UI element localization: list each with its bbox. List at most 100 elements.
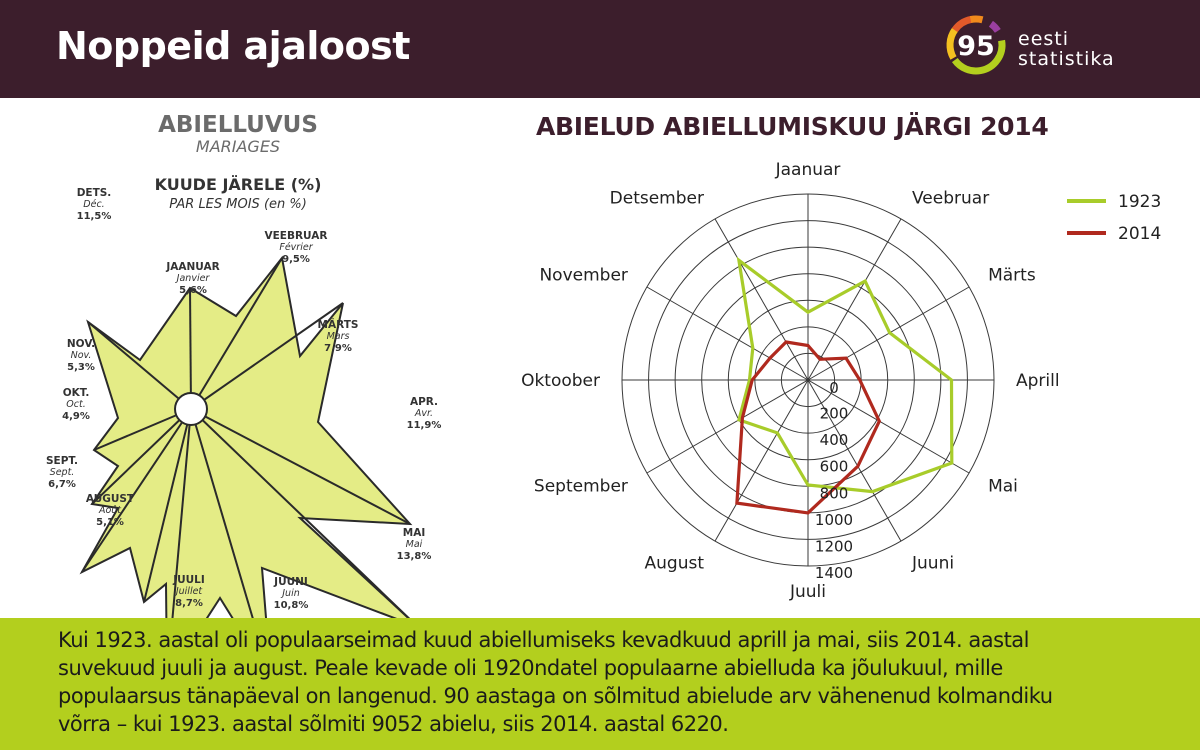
- historic-spokes: [81, 257, 411, 618]
- radial-tick-label: 200: [820, 405, 849, 423]
- series-point-1923-9: [748, 379, 751, 381]
- historic-label-fr: Avr.: [414, 408, 433, 419]
- series-point-1923-5: [871, 490, 874, 493]
- historic-spoke-10: [93, 408, 192, 451]
- footer-line-3: populaarsus tänapäeval on langenud. 90 a…: [58, 684, 1053, 708]
- radar-axis-line: [807, 379, 902, 542]
- historic-spoke-5: [190, 408, 254, 618]
- historic-label-value: 8,7%: [175, 598, 203, 609]
- series-point-1923-2: [888, 332, 891, 334]
- historic-label-name: APR.: [410, 396, 438, 408]
- radar-grid: [621, 193, 995, 567]
- historic-spoke-1: [190, 257, 283, 410]
- historic-label-value: 4,9%: [62, 411, 90, 422]
- historic-label-9: OKT.Oct.4,9%: [62, 387, 90, 422]
- historic-spoke-8: [81, 408, 192, 573]
- historic-label-8: SEPT.Sept.6,7%: [46, 455, 78, 490]
- radial-tick-label: 1000: [815, 511, 853, 529]
- logo-number: 95: [957, 31, 995, 62]
- historic-label-value: 7,9%: [324, 343, 352, 354]
- historic-label-value: 10,8%: [274, 600, 309, 611]
- radial-tick-label: 0: [829, 379, 839, 397]
- footer-line-1: Kui 1923. aastal oli populaarseimad kuud…: [58, 628, 1030, 652]
- historic-label-fr: Mai: [406, 539, 423, 550]
- series-point-2014-8: [741, 417, 744, 419]
- logo-text-eesti: eesti: [1018, 28, 1070, 50]
- radial-tick-label: 1200: [815, 537, 853, 555]
- series-point-2014-0: [807, 344, 809, 347]
- series-point-1923-4: [951, 462, 953, 464]
- historic-label-10: NOV.Nov.5,3%: [67, 338, 95, 373]
- historic-label-name: OKT.: [63, 387, 90, 399]
- historic-label-name: AUGUST: [86, 493, 135, 505]
- historic-label-fr: Mars: [327, 331, 350, 342]
- category-label-3: Aprill: [1016, 371, 1060, 391]
- historic-spoke-2: [190, 302, 344, 410]
- historic-label-fr: Juin: [280, 588, 299, 599]
- historic-spoke-9: [91, 408, 192, 505]
- legend-label-2014: 2014: [1118, 224, 1161, 244]
- series-point-2014-10: [769, 357, 771, 359]
- category-label-6: Juuli: [789, 582, 826, 602]
- series-point-1923-6: [807, 484, 809, 486]
- radar-axis-line: [646, 286, 809, 381]
- category-label-4: Mai: [988, 477, 1018, 497]
- radar-axis-line: [714, 379, 809, 542]
- series-point-2014-6: [807, 512, 809, 514]
- historic-title: ABIELLUVUS: [158, 112, 318, 138]
- historic-spoke-4: [190, 408, 411, 618]
- historic-label-value: 5,1%: [96, 517, 124, 528]
- historic-center-hole: [174, 392, 208, 426]
- historic-label-name: MÄRTS: [318, 317, 359, 331]
- historic-spoke-6: [171, 408, 192, 618]
- radar-axis-line: [646, 379, 809, 474]
- historic-label-name: NOV.: [67, 338, 95, 350]
- historic-spoke-3: [190, 408, 411, 525]
- series-point-2014-9: [751, 379, 753, 381]
- category-label-5: Juuni: [911, 554, 954, 574]
- historic-label-value: 9,5%: [282, 254, 310, 265]
- series-point-1923-11: [738, 259, 740, 262]
- series-point-1923-8: [738, 419, 740, 421]
- radial-tick-label: 1400: [815, 564, 853, 582]
- historic-label-value: 6,7%: [48, 479, 76, 490]
- historic-spoke-11: [87, 321, 192, 410]
- series-point-1923-7: [776, 432, 779, 434]
- radial-tick-label: 400: [820, 431, 849, 449]
- logo-ring-icon: 95: [946, 15, 1006, 75]
- category-label-1: Veebruar: [912, 188, 989, 208]
- radar-series: [735, 256, 954, 515]
- historic-star-chart: ABIELLUVUS MARIAGES KUUDE JÄRELE (%) PAR…: [46, 112, 442, 618]
- series-point-1923-1: [864, 280, 866, 282]
- header-bar: Noppeid ajaloost 95 eesti statistika: [0, 0, 1200, 98]
- historic-label-fr: Oct.: [66, 399, 85, 410]
- historic-label-fr: Juillet: [174, 586, 204, 597]
- historic-label-fr: Déc.: [83, 199, 104, 210]
- series-point-1923-0: [807, 311, 809, 313]
- category-label-10: November: [539, 266, 627, 286]
- category-label-8: September: [534, 477, 628, 497]
- historic-subtitle2: KUUDE JÄRELE (%): [155, 175, 322, 194]
- historic-label-value: 11,9%: [407, 420, 442, 431]
- radar-chart: 0 200 400 600 800 1000 1200 1400 Jaanuar Veebrua…: [521, 160, 1161, 602]
- series-point-2014-11: [785, 341, 787, 343]
- radar-axis-line: [714, 218, 809, 381]
- chart-title: ABIELUD ABIELLUMISKUU JÄRGI 2014: [536, 112, 1049, 141]
- logo-text-statistika: statistika: [1018, 48, 1115, 70]
- historic-label-fr: Janvier: [175, 273, 211, 284]
- series-point-1923-10: [752, 347, 754, 349]
- historic-label-11: DETS.Déc.11,5%: [77, 187, 112, 222]
- historic-label-name: VEEBRUAR: [265, 230, 328, 242]
- series-point-2014-2: [845, 357, 847, 359]
- historic-subtitle-fr: MARIAGES: [196, 137, 280, 156]
- historic-label-fr: Nov.: [71, 350, 92, 361]
- footer-text: Kui 1923. aastal oli populaarseimad kuud…: [58, 626, 1158, 738]
- historic-subtitle2-fr: PAR LES MOIS (en %): [169, 197, 307, 212]
- chart-legend: 1923 2014: [1067, 192, 1161, 244]
- radar-tick-labels: 0 200 400 600 800 1000 1200 1400: [815, 379, 853, 582]
